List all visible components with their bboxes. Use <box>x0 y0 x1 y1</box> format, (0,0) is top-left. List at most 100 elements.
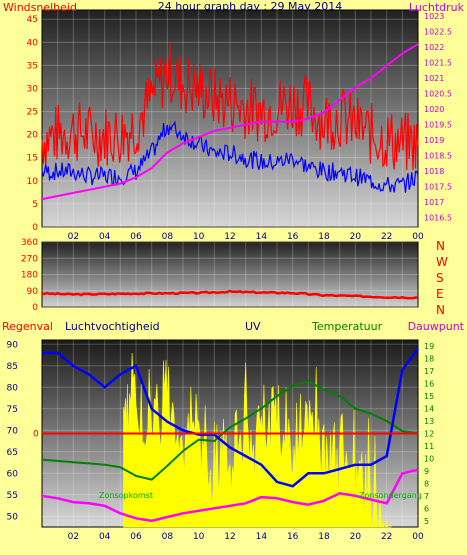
compass-letter: N <box>436 239 445 253</box>
pressure-axis-label: Luchtdruk <box>409 1 465 14</box>
humidity-y-tick-label: 55 <box>7 491 18 501</box>
x-tick-label: 10 <box>193 532 205 542</box>
temperature-y-tick-label: 10 <box>424 454 434 463</box>
pressure-y-tick-label: 1017 <box>424 198 444 207</box>
wind-y-tick-label: 30 <box>27 84 39 94</box>
compass-letter: N <box>436 303 445 317</box>
temperature-axis-label: Temperatuur <box>311 320 383 333</box>
x-tick-label: 06 <box>130 232 142 242</box>
temperature-y-tick-label: 16 <box>424 380 434 389</box>
direction-y-tick-label: 0 <box>32 303 38 313</box>
x-tick-label: 22 <box>381 232 392 242</box>
wind-direction-line <box>41 289 419 300</box>
temperature-y-tick-label: 9 <box>424 467 429 476</box>
x-tick-label: 10 <box>193 232 205 242</box>
wind-gust-line <box>41 42 419 171</box>
temperature-y-tick-label: 7 <box>424 492 429 501</box>
climate-x-ticks: 02 04 06 08 10 12 14 16 18 20 22 00 <box>68 532 424 542</box>
x-tick-label: 18 <box>318 532 330 542</box>
x-tick-label: 16 <box>287 232 299 242</box>
wind-y-tick-label: 40 <box>27 38 39 48</box>
temperature-y-tick-label: 5 <box>424 517 429 526</box>
temperature-y-tick-label: 11 <box>424 442 434 451</box>
x-tick-label: 20 <box>350 232 362 242</box>
wind-y-tick-label: 5 <box>32 200 38 210</box>
sunset-label: Zonsondergang <box>359 491 422 500</box>
humidity-y-tick-label: 60 <box>7 469 19 479</box>
wind-plot-area <box>41 9 419 228</box>
temperature-y-tick-label: 15 <box>424 392 434 401</box>
pressure-y-tick-label: 1022.5 <box>424 28 452 37</box>
x-tick-label: 06 <box>130 532 142 542</box>
x-tick-label: 22 <box>381 532 392 542</box>
pressure-line <box>41 43 419 201</box>
humidity-y-tick-label: 65 <box>7 448 18 458</box>
x-tick-label: 04 <box>99 232 111 242</box>
wind-y-tick-label: 25 <box>27 108 38 118</box>
sunrise-label: Zonsopkomst <box>99 491 153 500</box>
pressure-y-tick-label: 1022 <box>424 43 444 52</box>
x-tick-label: 20 <box>350 532 362 542</box>
x-tick-label: 12 <box>224 232 235 242</box>
pressure-y-ticks: 1016.5 1017 1017.5 1018 1018.5 1019 1019.5 1020… <box>424 12 452 222</box>
temperature-line <box>41 380 419 481</box>
temperature-y-tick-label: 17 <box>424 367 434 376</box>
temperature-y-tick-label: 14 <box>424 405 434 414</box>
humidity-line <box>42 347 420 488</box>
wind-y-ticks: 0 5 10 15 20 25 30 35 40 45 <box>27 15 39 233</box>
wind-average-line <box>41 120 419 193</box>
x-tick-label: 16 <box>287 532 299 542</box>
humidity-axis-label: Luchtvochtigheid <box>65 320 160 333</box>
pressure-y-tick-label: 1018.5 <box>424 152 452 161</box>
climate-panel: Regenval Luchtvochtigheid UV Temperatuur… <box>2 320 465 542</box>
wind-axis-label: Windsnelheid <box>3 1 77 14</box>
pressure-y-tick-label: 1021 <box>424 74 444 83</box>
direction-y-tick-label: 360 <box>21 238 38 248</box>
direction-gridlines <box>42 241 418 308</box>
pressure-y-tick-label: 1023 <box>424 12 444 21</box>
x-tick-label: 02 <box>68 532 79 542</box>
temperature-y-tick-label: 18 <box>424 355 434 364</box>
rain-zero-label: 0 <box>33 430 39 440</box>
wind-x-ticks: 02 04 06 08 10 12 14 16 18 20 22 00 <box>68 232 424 242</box>
wind-y-tick-label: 15 <box>27 154 38 164</box>
temperature-y-tick-label: 6 <box>424 504 429 513</box>
pressure-y-tick-label: 1017.5 <box>424 183 452 192</box>
temperature-y-tick-label: 13 <box>424 417 434 426</box>
chart-title: 24 hour graph day : 29 May 2014 <box>158 0 343 13</box>
direction-y-ticks: 360 270 180 90 0 <box>21 238 38 313</box>
humidity-y-tick-label: 75 <box>7 405 18 415</box>
humidity-y-tick-label: 50 <box>7 512 19 522</box>
x-tick-label: 04 <box>99 532 111 542</box>
direction-y-tick-label: 90 <box>27 287 39 297</box>
direction-y-tick-label: 270 <box>21 254 38 264</box>
pressure-y-tick-label: 1019 <box>424 136 444 145</box>
humidity-y-tick-label: 90 <box>7 340 19 350</box>
wind-y-tick-label: 45 <box>27 15 38 25</box>
rain-axis-label: Regenval <box>2 320 53 333</box>
dewpoint-line <box>41 468 419 523</box>
wind-y-tick-label: 10 <box>27 177 39 187</box>
x-tick-label: 18 <box>318 232 330 242</box>
x-tick-label: 12 <box>224 532 235 542</box>
compass-letter: S <box>436 271 444 285</box>
x-tick-label: 14 <box>256 232 268 242</box>
temperature-y-ticks: 5 6 7 8 9 10 11 12 13 14 15 16 17 18 19 <box>424 342 434 526</box>
temperature-y-tick-label: 8 <box>424 479 429 488</box>
x-tick-label: 00 <box>412 532 424 542</box>
pressure-y-tick-label: 1021.5 <box>424 59 452 68</box>
direction-y-tick-label: 180 <box>21 271 38 281</box>
wind-y-tick-label: 0 <box>32 223 38 233</box>
temperature-y-tick-label: 12 <box>424 430 434 439</box>
x-tick-label: 08 <box>162 232 174 242</box>
compass-letter: W <box>436 255 448 269</box>
humidity-y-tick-label: 80 <box>7 383 19 393</box>
wind-y-tick-label: 20 <box>27 131 39 141</box>
dewpoint-axis-label: Dauwpunt <box>408 320 465 333</box>
humidity-y-tick-label: 70 <box>7 426 19 436</box>
humidity-y-tick-label: 85 <box>7 362 18 372</box>
